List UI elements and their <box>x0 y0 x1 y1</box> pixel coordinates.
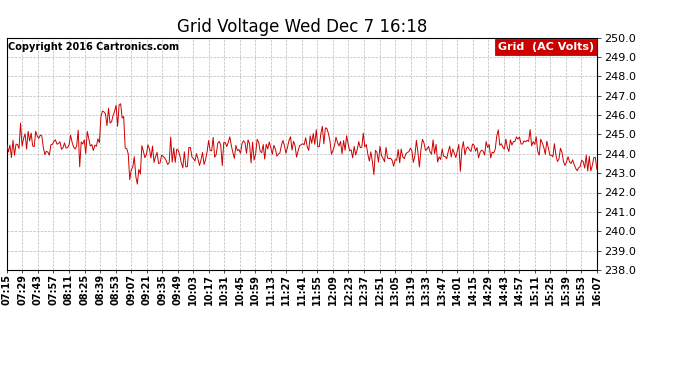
Text: Copyright 2016 Cartronics.com: Copyright 2016 Cartronics.com <box>8 42 179 52</box>
Title: Grid Voltage Wed Dec 7 16:18: Grid Voltage Wed Dec 7 16:18 <box>177 18 427 36</box>
Text: Grid  (AC Volts): Grid (AC Volts) <box>497 42 594 52</box>
